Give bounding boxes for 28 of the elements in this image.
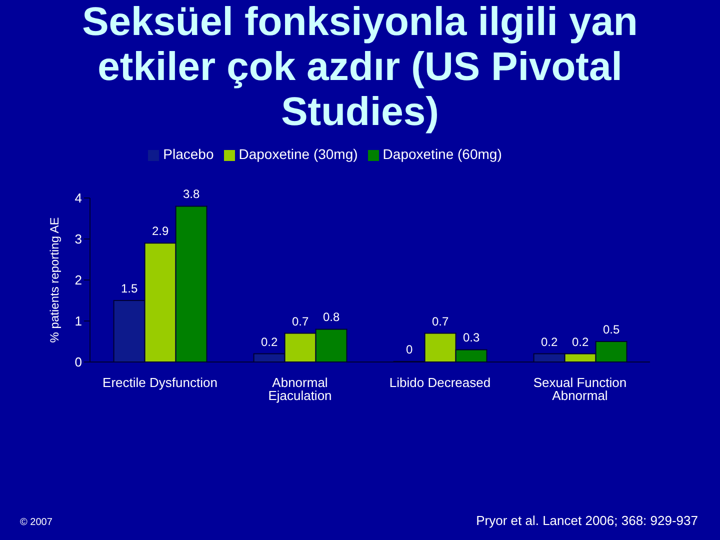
data-label: 0.7 xyxy=(432,314,449,328)
text: Pryor et al. Lancet 2006; 368: 929-937 xyxy=(476,513,698,528)
data-label: 1.5 xyxy=(120,282,138,296)
text: © 2007 xyxy=(20,517,52,528)
data-label: 0.2 xyxy=(260,334,278,349)
x-tick-label: Sexual Function Abnormal xyxy=(533,375,627,404)
y-axis-title: % patients reporting AE xyxy=(47,217,62,343)
legend-label: Dapoxetine (60mg) xyxy=(382,146,502,162)
y-tick-label: 2 xyxy=(74,272,82,288)
x-tick-label: Libido Decreased xyxy=(389,375,491,390)
x-tick-label: Abnormal Ejaculation xyxy=(268,375,332,404)
legend-label: Dapoxetine (30mg) xyxy=(238,146,358,162)
data-label: 0 xyxy=(406,342,413,356)
data-label: 3.8 xyxy=(182,187,200,202)
data-label: 0.2 xyxy=(540,334,558,349)
y-tick-label: 1 xyxy=(74,314,82,329)
data-label: 0.5 xyxy=(602,322,620,336)
y-tick-label: 0 xyxy=(74,354,82,370)
data-label: 0.3 xyxy=(462,330,480,345)
data-label: 2.9 xyxy=(152,224,169,238)
chart-title: Seksüel fonksiyonla ilgili yan etkiler çok azdır (US Pivotal Studies) xyxy=(81,0,639,135)
y-tick-label: 3 xyxy=(74,232,82,247)
y-tick-label: 4 xyxy=(74,190,82,206)
data-label: 0.7 xyxy=(292,314,309,328)
data-label: 0.2 xyxy=(572,334,589,349)
legend-label: Placebo xyxy=(163,146,214,162)
x-tick-label: Erectile Dysfunction xyxy=(102,375,218,390)
data-label: 0.8 xyxy=(322,310,340,324)
